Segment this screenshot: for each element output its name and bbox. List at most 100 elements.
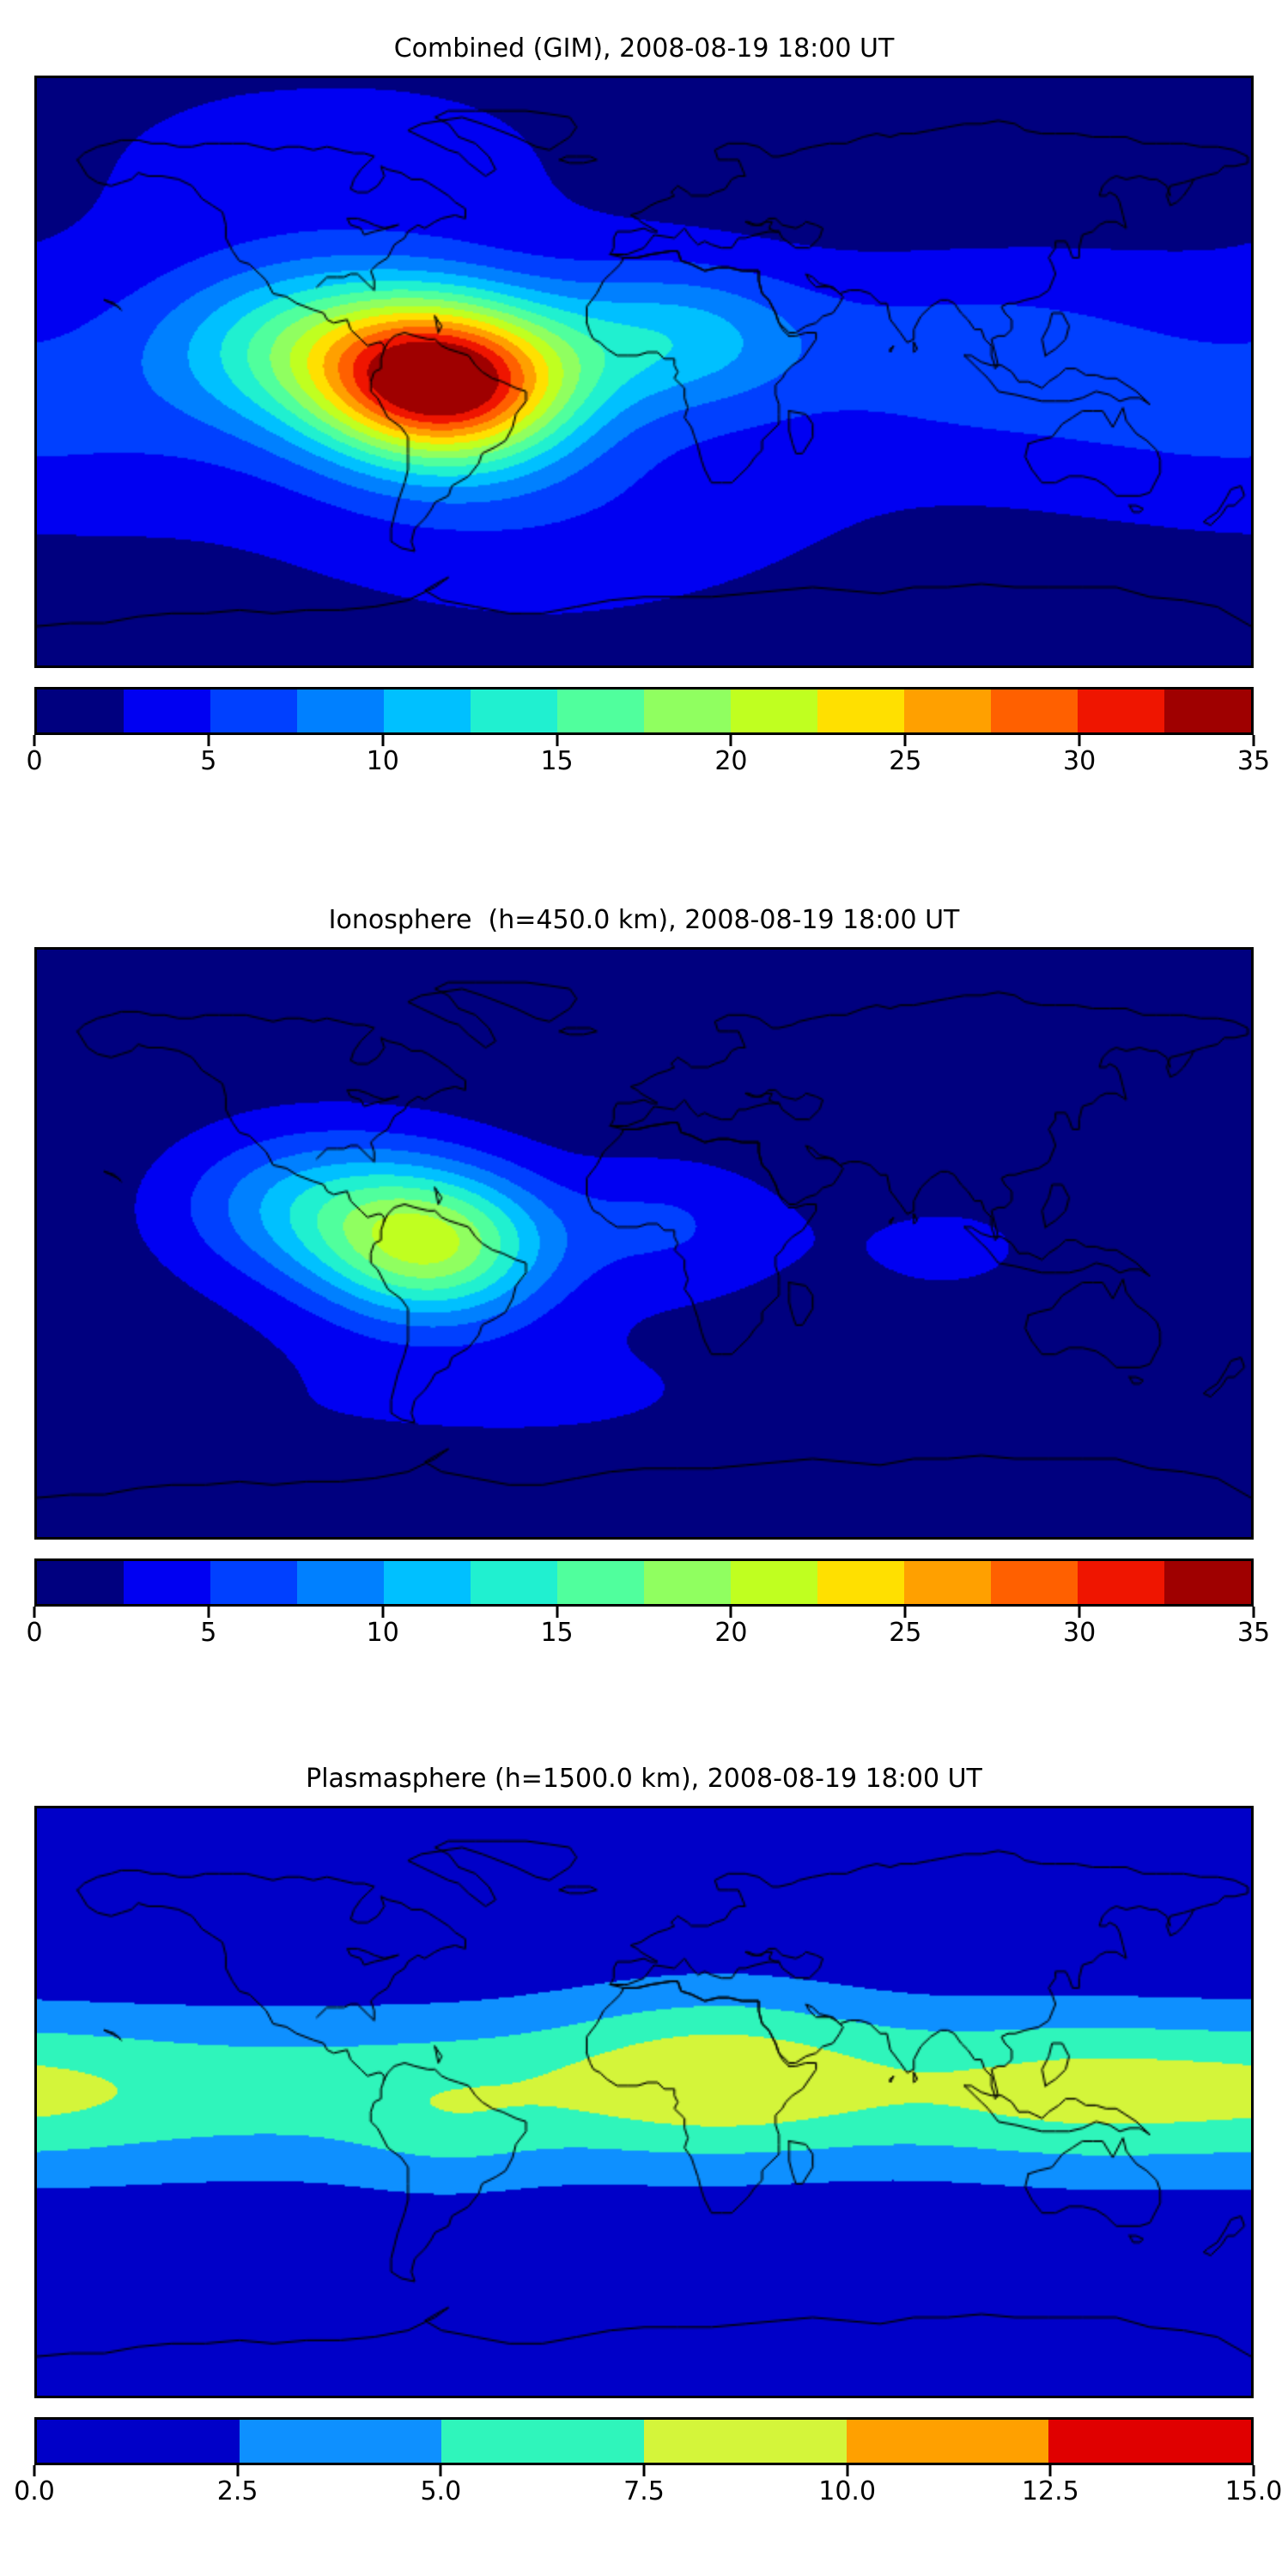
map-combined (34, 76, 1254, 668)
colorbar-band-6 (557, 690, 644, 732)
colorbar-tick-label: 15 (540, 746, 574, 776)
colorbar-tick (846, 2465, 849, 2476)
colorbar-tick-label: 5.0 (420, 2476, 462, 2506)
colorbar-tick-label: 0.0 (14, 2476, 55, 2506)
colorbar-band-7 (644, 1561, 731, 1604)
colorbar-band-0 (37, 690, 124, 732)
colorbar-tick-label: 25 (889, 746, 922, 776)
colorbar-tick (1078, 735, 1081, 746)
colorbar-labels-combined: 0 5 10 15 20 25 30 35 (26, 746, 1270, 781)
colorbar-tick (1252, 735, 1255, 746)
colorbar-tick (729, 735, 732, 746)
colorbar-ticks-plasmasphere (33, 2465, 1255, 2477)
colorbar-tick-label: 30 (1063, 1618, 1097, 1648)
colorbar-tick (1252, 1607, 1255, 1618)
colorbar-band-8 (731, 690, 817, 732)
colorbar-strip-combined (34, 687, 1254, 735)
colorbar-tick (729, 1607, 732, 1618)
colorbar-tick-label: 5 (200, 746, 217, 776)
colorbar-tick-label: 10.0 (818, 2476, 877, 2506)
colorbar-band-6 (557, 1561, 644, 1604)
colorbar-tick-label: 5 (200, 1618, 217, 1648)
colorbar-tick (381, 735, 385, 746)
colorbar-band-1 (239, 2420, 442, 2463)
colorbar-strip-ionosphere (34, 1558, 1254, 1607)
colorbar-band-3 (297, 1561, 384, 1604)
colorbar-tick-label: 10 (366, 746, 399, 776)
colorbar-tick (1252, 2465, 1255, 2476)
colorbar-tick-label: 35 (1236, 746, 1271, 776)
colorbar-tick (556, 1607, 559, 1618)
colorbar-labels-plasmasphere: 0.0 2.5 5.0 7.5 10.0 12.5 15.0 (14, 2476, 1282, 2512)
colorbar-band-2 (210, 690, 297, 732)
colorbar-plasmasphere: 0.0 2.5 5.0 7.5 10.0 12.5 15.0 (14, 2417, 1282, 2512)
colorbar-tick (1048, 2465, 1052, 2476)
panel-combined: Combined (GIM), 2008-08-19 18:00 UT 0 5 10… (0, 34, 1288, 781)
colorbar-tick (207, 735, 210, 746)
colorbar-ticks-ionosphere (33, 1607, 1255, 1619)
colorbar-band-11 (991, 690, 1078, 732)
colorbar-band-10 (904, 690, 991, 732)
colorbar-tick-label: 35 (1236, 1618, 1271, 1648)
colorbar-band-11 (991, 1561, 1078, 1604)
colorbar-band-4 (384, 1561, 471, 1604)
colorbar-strip-plasmasphere (34, 2417, 1254, 2465)
colorbar-tick (33, 1607, 36, 1618)
colorbar-band-7 (644, 690, 731, 732)
colorbar-tick-label: 0 (26, 746, 43, 776)
map-canvas-combined (37, 78, 1251, 665)
colorbar-band-4 (846, 2420, 1049, 2463)
colorbar-tick-label: 15.0 (1224, 2476, 1283, 2506)
colorbar-labels-ionosphere: 0 5 10 15 20 25 30 35 (26, 1618, 1270, 1653)
colorbar-tick-label: 20 (714, 746, 748, 776)
colorbar-band-10 (904, 1561, 991, 1604)
colorbar-tick-label: 30 (1063, 746, 1097, 776)
colorbar-band-1 (124, 690, 210, 732)
panel-title-plasmasphere: Plasmasphere (h=1500.0 km), 2008-08-19 1… (306, 1764, 982, 1794)
colorbar-band-1 (124, 1561, 210, 1604)
colorbar-band-4 (384, 690, 471, 732)
colorbar-tick (207, 1607, 210, 1618)
map-canvas-ionosphere (37, 950, 1251, 1537)
colorbar-tick (381, 1607, 385, 1618)
colorbar-tick (903, 1607, 907, 1618)
colorbar-band-13 (1164, 690, 1251, 732)
colorbar-tick (556, 735, 559, 746)
colorbar-tick-label: 10 (366, 1618, 399, 1648)
colorbar-band-3 (297, 690, 384, 732)
colorbar-tick-label: 15 (540, 1618, 574, 1648)
colorbar-tick-label: 20 (714, 1618, 748, 1648)
colorbar-band-12 (1078, 690, 1164, 732)
colorbar-tick-label: 2.5 (216, 2476, 258, 2506)
panel-ionosphere: Ionosphere (h=450.0 km), 2008-08-19 18:0… (0, 906, 1288, 1653)
colorbar-band-8 (731, 1561, 817, 1604)
colorbar-band-2 (441, 2420, 645, 2463)
colorbar-band-9 (817, 690, 904, 732)
colorbar-ticks-combined (33, 735, 1255, 747)
colorbar-band-5 (471, 690, 557, 732)
colorbar-tick-label: 0 (26, 1618, 43, 1648)
colorbar-band-13 (1164, 1561, 1251, 1604)
colorbar-tick (33, 2465, 36, 2476)
colorbar-tick-label: 7.5 (623, 2476, 665, 2506)
colorbar-band-0 (37, 2420, 240, 2463)
colorbar-tick-label: 12.5 (1021, 2476, 1079, 2506)
map-canvas-plasmasphere (37, 1808, 1251, 2396)
colorbar-tick (33, 735, 36, 746)
colorbar-band-9 (817, 1561, 904, 1604)
colorbar-tick (642, 2465, 646, 2476)
colorbar-tick (903, 735, 907, 746)
colorbar-tick (1078, 1607, 1081, 1618)
colorbar-band-0 (37, 1561, 124, 1604)
colorbar-band-5 (471, 1561, 557, 1604)
colorbar-combined: 0 5 10 15 20 25 30 35 (26, 687, 1270, 781)
map-ionosphere (34, 947, 1254, 1540)
colorbar-ionosphere: 0 5 10 15 20 25 30 35 (26, 1558, 1270, 1653)
colorbar-band-2 (210, 1561, 297, 1604)
panel-title-ionosphere: Ionosphere (h=450.0 km), 2008-08-19 18:0… (328, 905, 960, 935)
colorbar-band-3 (644, 2420, 847, 2463)
colorbar-tick-label: 25 (889, 1618, 922, 1648)
panel-title-combined: Combined (GIM), 2008-08-19 18:00 UT (393, 33, 895, 64)
colorbar-band-5 (1048, 2420, 1252, 2463)
